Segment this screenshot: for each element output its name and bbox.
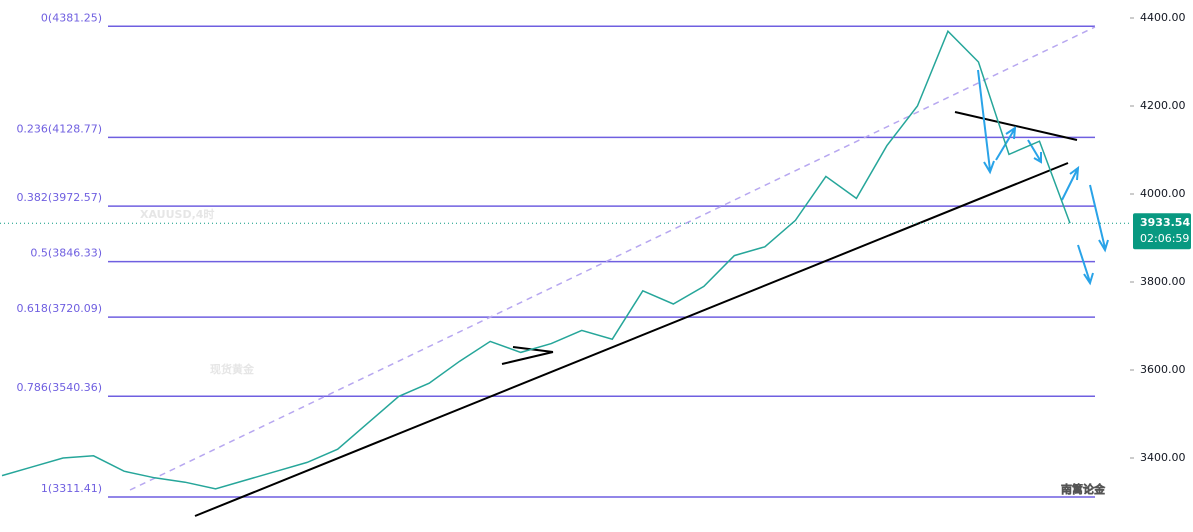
y-tick-label: 3800.00	[1140, 275, 1186, 288]
fib-label: 0.236(4128.77)	[16, 122, 102, 135]
arrow	[1089, 184, 1109, 253]
trendline	[194, 162, 1069, 517]
price-line	[1, 29, 1071, 490]
grid: 3400.00 3600.00 3800.00 4000.00 4200.00 4400.…	[16, 11, 1186, 498]
y-tick-label: 3600.00	[1140, 363, 1186, 376]
trendline	[954, 111, 1078, 141]
watermark-symbol: XAUUSD,4时	[140, 207, 214, 221]
arrow	[977, 69, 995, 175]
arrows	[977, 69, 1109, 286]
price-tag-value: 3933.54	[1140, 216, 1190, 229]
arrow	[995, 126, 1017, 161]
y-tick-label: 4200.00	[1140, 99, 1186, 112]
y-tick-label: 3400.00	[1140, 451, 1186, 464]
arrow	[1077, 244, 1094, 286]
fib-label: 0.5(3846.33)	[30, 247, 102, 260]
plot: 3933.54 02:06:59	[0, 29, 1191, 490]
fib-label: 0.786(3540.36)	[16, 381, 102, 394]
logo: 南篱论金	[1061, 482, 1105, 496]
fib-label: 1(3311.41)	[41, 482, 102, 495]
y-tick-label: 4000.00	[1140, 187, 1186, 200]
price-tag	[1133, 213, 1191, 250]
arrow	[1027, 139, 1042, 164]
arrow	[1061, 165, 1080, 201]
y-tick-label: 4400.00	[1140, 11, 1186, 24]
price-tag-countdown: 02:06:59	[1140, 232, 1189, 245]
watermark-name: 现货黄金	[210, 362, 255, 376]
trendline	[501, 351, 554, 365]
fib-label: 0.618(3720.09)	[16, 302, 102, 315]
dashed-trendline	[129, 26, 1096, 491]
fib-label: 0.382(3972.57)	[16, 191, 102, 204]
fib-label: 0(4381.25)	[41, 11, 102, 24]
